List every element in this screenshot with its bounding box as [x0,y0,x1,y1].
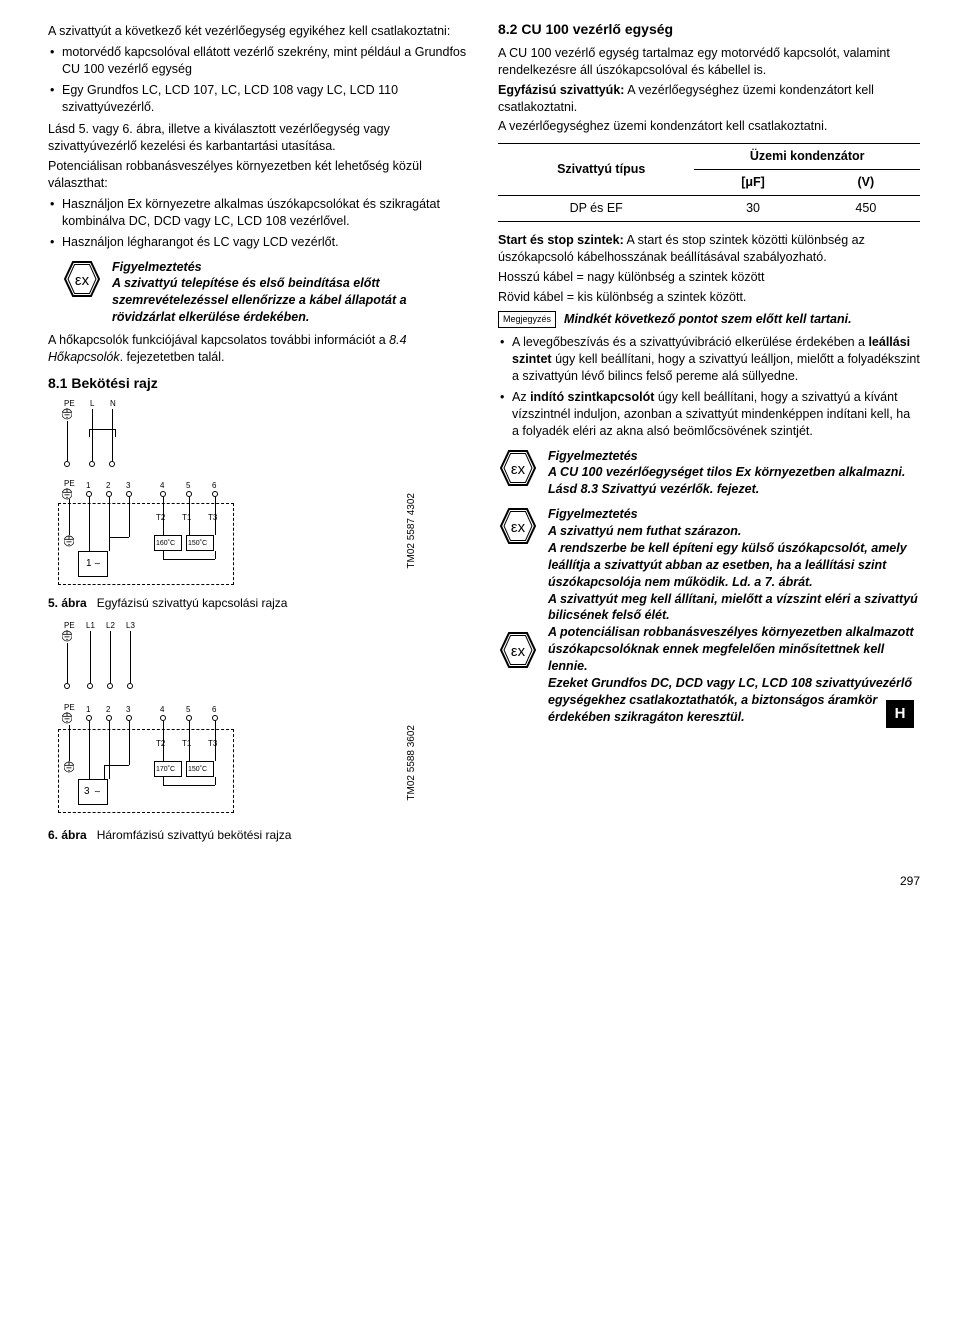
t: Az [512,390,530,404]
wiring-diagram-1: PE L N PE 1 2 3 [56,399,266,589]
diagram-1-wrap: PE L N PE 1 2 3 [48,399,348,589]
heading-8-1: 8.1 Bekötési rajz [48,374,470,393]
warn-line: A CU 100 vezérlőegységet tilos Ex környe… [548,464,920,481]
note-box: Megjegyzés Mindkét következő pontot szem… [498,311,920,328]
heading-8-2: 8.2 CU 100 vezérlő egység [498,20,920,39]
warn-line: A szivattyút meg kell állítani, mielőtt … [548,591,920,625]
fig-cap: Háromfázisú szivattyú bekötési rajza [97,828,292,842]
fig6-caption: 6. ábra Háromfázisú szivattyú bekötési r… [48,827,470,843]
earth-icon [62,712,72,724]
lbl: 3 [84,785,90,799]
bullets-2: Használjon Ex környezetre alkalmas úszók… [48,196,470,251]
ex-hex-icon [498,506,538,546]
warning-block-r2: Figyelmeztetés A szivattyú nem futhat sz… [498,506,920,725]
single-phase: Egyfázisú szivattyúk: A vezérlőegységhez… [498,82,920,116]
earth-icon [64,761,74,773]
warning-block: Figyelmeztetés A szivattyú telepítése és… [62,259,470,327]
ex-hex-icon [498,448,538,488]
warn-line: Ezeket Grundfos DC, DCD vagy LC, LCD 108… [548,675,920,726]
warn-line: A rendszerbe be kell építeni egy külső ú… [548,540,920,591]
long-cable: Hosszú kábel = nagy különbség a szintek … [498,269,920,286]
earth-icon [62,408,72,420]
table-row: DP és EF 30 450 [498,196,920,222]
td: 450 [812,196,920,222]
page-number: 297 [48,873,920,889]
bullet: Egy Grundfos LC, LCD 107, LC, LCD 108 va… [48,82,470,116]
th: [μF] [694,170,811,196]
thermal-p1: A hőkapcsolók funkciójával kapcsolatos t… [48,333,389,347]
th: (V) [812,170,920,196]
diagram-2-wrap: PE L1 L2 L3 PE 1 2 3 4 5 6 [48,621,348,821]
lbl: 170˚C [156,765,175,774]
warn-line: A szivattyú nem futhat szárazon. [548,523,920,540]
th: Szivattyú típus [498,144,694,196]
t: indító szintkapcsolót [530,390,654,404]
ex-hex-icon [62,259,102,299]
tm-label: TM02 5587 4302 [405,493,419,569]
cond-line: A vezérlőegységhez üzemi kondenzátort ke… [498,118,920,135]
lbl: 160˚C [156,539,175,548]
r-bullets: A levegőbeszívás és a szivattyúvibráció … [498,334,920,439]
earth-icon [62,488,72,500]
wiring-diagram-2: PE L1 L2 L3 PE 1 2 3 4 5 6 [56,621,266,821]
capacitor-table: Szivattyú típus Üzemi kondenzátor [μF] (… [498,143,920,222]
ex-hex-icon [498,630,538,670]
lbl: 150˚C [188,539,207,548]
t: . fejezet. [710,482,759,496]
warn-body: A szivattyú telepítése és első beindítás… [112,275,470,326]
lbl: 5 [186,481,190,492]
t: A levegőbeszívás és a szivattyúvibráció … [512,335,868,349]
warn-line: A potenciálisan robbanásveszélyes környe… [548,624,920,675]
lbl: 6 [212,481,216,492]
fig5-caption: 5. ábra Egyfázisú szivattyú kapcsolási r… [48,595,470,611]
fig-cap: Egyfázisú szivattyú kapcsolási rajza [97,596,288,610]
lbl: 4 [160,481,164,492]
t: Lásd [548,482,581,496]
bullet: Használjon légharangot és LC vagy LCD ve… [48,234,470,251]
t: úgy kell beállítani, hogy a szivattyú le… [512,352,920,383]
tm-label: TM02 5588 3602 [405,725,419,801]
lbl: 1 [86,557,92,571]
short-cable: Rövid kábel = kis különbség a szintek kö… [498,289,920,306]
warn-title: Figyelmeztetés [112,259,470,276]
see-fig: Lásd 5. vagy 6. ábra, illetve a kiválasz… [48,121,470,155]
warn-title: Figyelmeztetés [548,448,920,465]
warning-block-r1: Figyelmeztetés A CU 100 vezérlőegységet … [498,448,920,499]
section-tab-h: H [886,700,914,728]
earth-icon [64,535,74,547]
single-label: Egyfázisú szivattyúk: [498,83,624,97]
fig-num: 5. ábra [48,596,87,610]
bullets-1: motorvédő kapcsolóval ellátott vezérlő s… [48,44,470,116]
note-label: Megjegyzés [498,311,556,327]
th: Üzemi kondenzátor [694,144,920,170]
start-label: Start és stop szintek: [498,233,624,247]
bullet: A levegőbeszívás és a szivattyúvibráció … [498,334,920,385]
thermal-p: A hőkapcsolók funkciójával kapcsolatos t… [48,332,470,366]
potential-text: Potenciálisan robbanásveszélyes környeze… [48,158,470,192]
fig-num: 6. ábra [48,828,87,842]
warn-line: Lásd 8.3 Szivattyú vezérlők. fejezet. [548,481,920,498]
earth-icon [62,630,72,642]
note-body: Mindkét következő pontot szem előtt kell… [564,311,920,328]
thermal-p2: . fejezetetben talál. [120,350,225,364]
r-intro: A CU 100 vezérlő egység tartalmaz egy mo… [498,45,920,79]
lbl: 150˚C [188,765,207,774]
bullet: Az indító szintkapcsolót úgy kell beállí… [498,389,920,440]
start-stop: Start és stop szintek: A start és stop s… [498,232,920,266]
td: 30 [694,196,811,222]
t: 8.3 Szivattyú vezérlők [581,482,710,496]
lbl: 3 [126,481,130,492]
bullet: motorvédő kapcsolóval ellátott vezérlő s… [48,44,470,78]
intro-text: A szivattyút a következő két vezérlőegys… [48,23,470,40]
warn-title: Figyelmeztetés [548,506,920,523]
bullet: Használjon Ex környezetre alkalmas úszók… [48,196,470,230]
td: DP és EF [498,196,694,222]
lbl: 2 [106,481,110,492]
lbl: 1 [86,481,90,492]
